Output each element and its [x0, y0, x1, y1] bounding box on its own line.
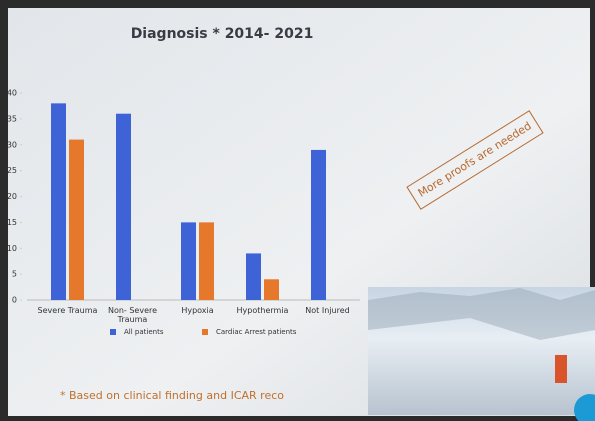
y-tick-label: 25: [7, 166, 17, 175]
bar: [116, 114, 131, 300]
bar: [246, 253, 261, 300]
legend-swatch: [202, 329, 208, 335]
bar: [51, 103, 66, 300]
y-tick-label: 10: [7, 244, 17, 253]
bar: [181, 222, 196, 300]
bar: [69, 140, 84, 300]
legend-swatch: [110, 329, 116, 335]
footnote: * Based on clinical finding and ICAR rec…: [60, 389, 284, 402]
x-tick-label: Severe Trauma: [37, 306, 99, 315]
bar: [311, 150, 326, 300]
y-tick-label: 5: [12, 270, 17, 279]
legend-label: All patients: [124, 328, 164, 336]
y-tick-label: 30: [7, 140, 17, 149]
y-tick-label: 40: [7, 89, 17, 98]
y-tick-label: 35: [7, 114, 17, 123]
photo: [368, 287, 595, 421]
x-tick-label: Hypothermia: [232, 306, 294, 315]
x-tick-label: Hypoxia: [167, 306, 229, 315]
x-tick-label: Non- Severe Trauma: [102, 306, 164, 324]
y-tick-label: 15: [7, 218, 17, 227]
y-tick-label: 20: [7, 192, 17, 201]
chart-title: Diagnosis * 2014- 2021: [131, 26, 314, 42]
bar: [199, 222, 214, 300]
y-tick-label: 0: [12, 296, 17, 305]
legend-label: Cardiac Arrest patients: [216, 328, 297, 336]
page: Diagnosis * 2014- 2021 More proofs are n…: [0, 0, 595, 421]
bar: [264, 279, 279, 300]
x-tick-label: Not Injured: [297, 306, 359, 315]
chart: Diagnosis * 2014- 2021 More proofs are n…: [0, 0, 595, 421]
